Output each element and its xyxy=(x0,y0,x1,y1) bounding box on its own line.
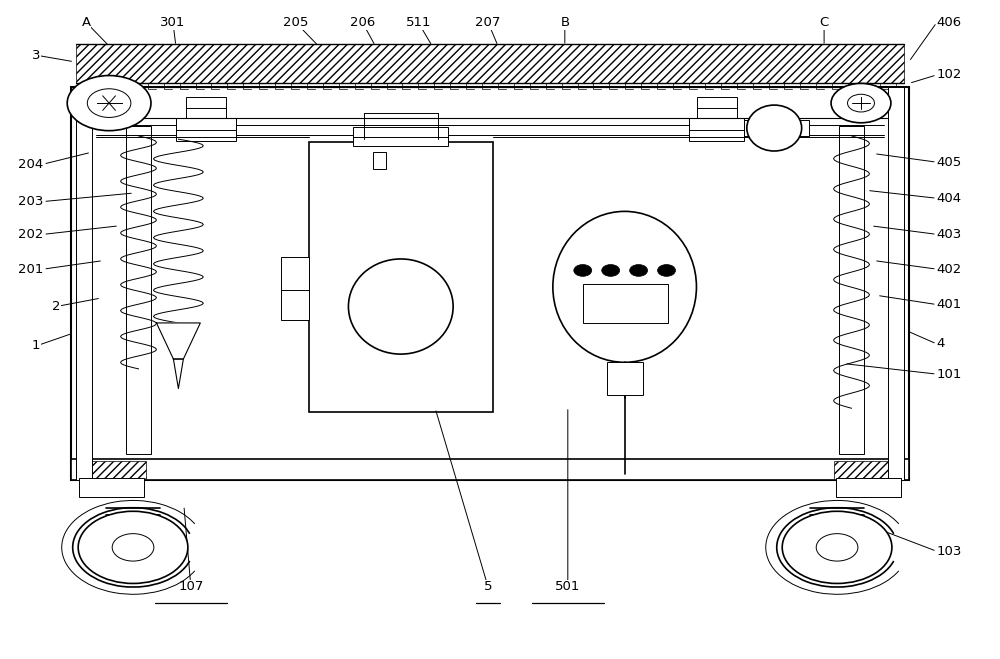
Bar xyxy=(353,127,448,146)
Circle shape xyxy=(112,534,154,561)
Bar xyxy=(839,126,864,454)
Circle shape xyxy=(78,511,188,583)
Text: 406: 406 xyxy=(937,16,962,29)
Circle shape xyxy=(574,264,592,276)
Polygon shape xyxy=(156,323,200,359)
Circle shape xyxy=(87,89,131,117)
Bar xyxy=(888,87,904,480)
Text: 4: 4 xyxy=(937,337,945,351)
Text: 501: 501 xyxy=(555,580,580,593)
Text: 202: 202 xyxy=(18,228,43,241)
Bar xyxy=(76,461,146,479)
Text: 301: 301 xyxy=(160,16,186,29)
Text: C: C xyxy=(819,16,829,29)
Bar xyxy=(834,461,904,479)
Circle shape xyxy=(848,94,874,112)
Text: 511: 511 xyxy=(405,16,431,29)
Ellipse shape xyxy=(553,212,696,362)
Bar xyxy=(79,478,144,497)
Text: 207: 207 xyxy=(475,16,501,29)
Circle shape xyxy=(658,264,676,276)
Text: 205: 205 xyxy=(283,16,308,29)
Text: 103: 103 xyxy=(937,545,962,558)
Bar xyxy=(76,87,92,480)
Text: 107: 107 xyxy=(178,580,204,593)
Bar xyxy=(744,119,809,136)
Text: 5: 5 xyxy=(484,580,492,593)
Ellipse shape xyxy=(747,105,802,151)
Bar xyxy=(309,142,493,411)
Text: 204: 204 xyxy=(18,158,43,171)
Bar xyxy=(186,97,226,118)
Circle shape xyxy=(602,264,620,276)
Bar xyxy=(176,118,236,141)
Text: 403: 403 xyxy=(937,228,962,241)
Bar xyxy=(689,118,744,141)
Bar xyxy=(71,459,909,480)
Bar xyxy=(583,283,668,323)
Text: 1: 1 xyxy=(32,339,41,353)
Circle shape xyxy=(782,511,892,583)
Bar xyxy=(126,126,151,454)
Bar xyxy=(71,87,909,480)
Text: A: A xyxy=(82,16,91,29)
Text: 102: 102 xyxy=(937,69,962,81)
Text: 404: 404 xyxy=(937,192,962,205)
Text: 203: 203 xyxy=(18,195,43,208)
Circle shape xyxy=(630,264,648,276)
Bar xyxy=(607,362,643,395)
Bar xyxy=(281,257,309,320)
Bar xyxy=(697,97,737,118)
Text: 3: 3 xyxy=(32,49,41,62)
Ellipse shape xyxy=(348,259,453,354)
Polygon shape xyxy=(173,359,183,389)
Text: 401: 401 xyxy=(937,298,962,311)
Text: 201: 201 xyxy=(18,263,43,275)
Text: B: B xyxy=(560,16,569,29)
Text: 101: 101 xyxy=(937,368,962,381)
Circle shape xyxy=(67,76,151,130)
Text: 206: 206 xyxy=(350,16,375,29)
Bar xyxy=(76,44,904,84)
Text: 2: 2 xyxy=(52,300,60,313)
Text: 402: 402 xyxy=(937,263,962,275)
Circle shape xyxy=(831,84,891,123)
Bar xyxy=(373,152,386,169)
Text: 405: 405 xyxy=(937,156,962,169)
Circle shape xyxy=(816,534,858,561)
Bar xyxy=(836,478,901,497)
